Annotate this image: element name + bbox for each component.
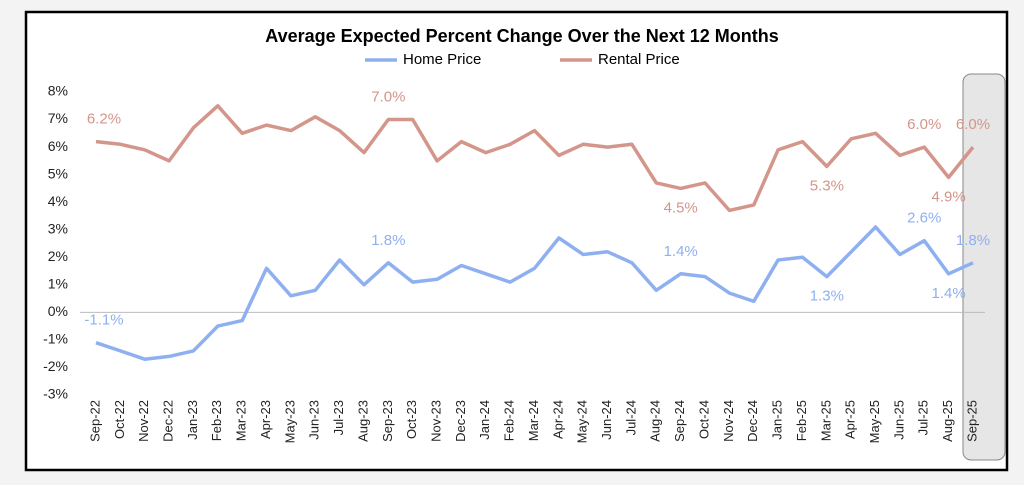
- x-tick-label: Dec-22: [161, 400, 176, 442]
- x-tick-label: Jun-24: [599, 400, 614, 440]
- data-label: 1.8%: [956, 232, 990, 249]
- legend-label: Rental Price: [598, 51, 680, 68]
- y-tick-label: 8%: [48, 83, 68, 99]
- x-tick-label: Oct-24: [696, 400, 711, 439]
- x-tick-label: Jul-25: [916, 400, 931, 435]
- x-tick-label: Jul-24: [623, 400, 638, 435]
- data-label: 1.8%: [371, 232, 405, 249]
- y-tick-label: 3%: [48, 220, 68, 236]
- legend-label: Home Price: [403, 51, 481, 68]
- y-tick-label: -3%: [43, 386, 68, 402]
- series-line: [95, 104, 975, 213]
- y-tick-label: 7%: [48, 110, 68, 126]
- x-tick-label: Oct-23: [404, 400, 419, 439]
- x-tick-label: Sep-25: [964, 400, 979, 442]
- x-tick-label: Jan-23: [185, 400, 200, 440]
- y-tick-label: 0%: [48, 303, 68, 319]
- x-tick-label: Aug-24: [648, 400, 663, 442]
- x-tick-label: Sep-22: [87, 400, 102, 442]
- x-tick-label: Jul-23: [331, 400, 346, 435]
- data-label: 1.4%: [664, 243, 698, 260]
- y-tick-label: -1%: [43, 331, 68, 347]
- data-label: 2.6%: [907, 210, 941, 227]
- data-label: 5.3%: [810, 177, 844, 194]
- x-tick-label: Feb-24: [502, 400, 517, 441]
- y-tick-label: -2%: [43, 358, 68, 374]
- data-label: 6.0%: [907, 116, 941, 133]
- x-tick-label: Apr-23: [258, 400, 273, 439]
- y-tick-label: 6%: [48, 138, 68, 154]
- x-tick-label: Oct-22: [112, 400, 127, 439]
- x-tick-label: Aug-23: [355, 400, 370, 442]
- x-tick-label: Mar-24: [526, 400, 541, 441]
- data-label: 1.3%: [810, 288, 844, 305]
- y-tick-label: 1%: [48, 276, 68, 292]
- x-tick-label: Jun-23: [307, 400, 322, 440]
- x-tick-label: Nov-22: [136, 400, 151, 442]
- data-label: 6.2%: [87, 111, 121, 128]
- x-tick-label: Jan-24: [477, 400, 492, 440]
- x-tick-label: Aug-25: [940, 400, 955, 442]
- x-tick-label: May-25: [867, 400, 882, 443]
- x-tick-label: Sep-24: [672, 400, 687, 442]
- x-tick-label: Nov-23: [428, 400, 443, 442]
- x-tick-label: Feb-23: [209, 400, 224, 441]
- x-tick-label: May-23: [282, 400, 297, 443]
- data-label: 4.9%: [932, 188, 966, 205]
- x-tick-label: Apr-25: [843, 400, 858, 439]
- x-tick-label: Jun-25: [891, 400, 906, 440]
- series-line: [95, 225, 974, 361]
- x-tick-label: Feb-25: [794, 400, 809, 441]
- y-tick-label: 4%: [48, 193, 68, 209]
- data-label: 4.5%: [664, 199, 698, 216]
- data-label: 6.0%: [956, 116, 990, 133]
- chart-title: Average Expected Percent Change Over the…: [265, 26, 779, 46]
- x-tick-label: Mar-23: [234, 400, 249, 441]
- data-label: 1.4%: [932, 285, 966, 302]
- data-label: 7.0%: [371, 89, 405, 106]
- chart-frame: [24, 10, 1009, 472]
- y-tick-label: 5%: [48, 165, 68, 181]
- x-tick-label: May-24: [575, 400, 590, 443]
- x-tick-label: Dec-23: [453, 400, 468, 442]
- x-tick-label: Apr-24: [550, 400, 565, 439]
- x-tick-label: Jan-25: [770, 400, 785, 440]
- data-label: -1.1%: [84, 312, 123, 329]
- y-tick-label: 2%: [48, 248, 68, 264]
- x-tick-label: Mar-25: [818, 400, 833, 441]
- x-tick-label: Nov-24: [721, 400, 736, 442]
- x-tick-label: Sep-23: [380, 400, 395, 442]
- x-tick-label: Dec-24: [745, 400, 760, 442]
